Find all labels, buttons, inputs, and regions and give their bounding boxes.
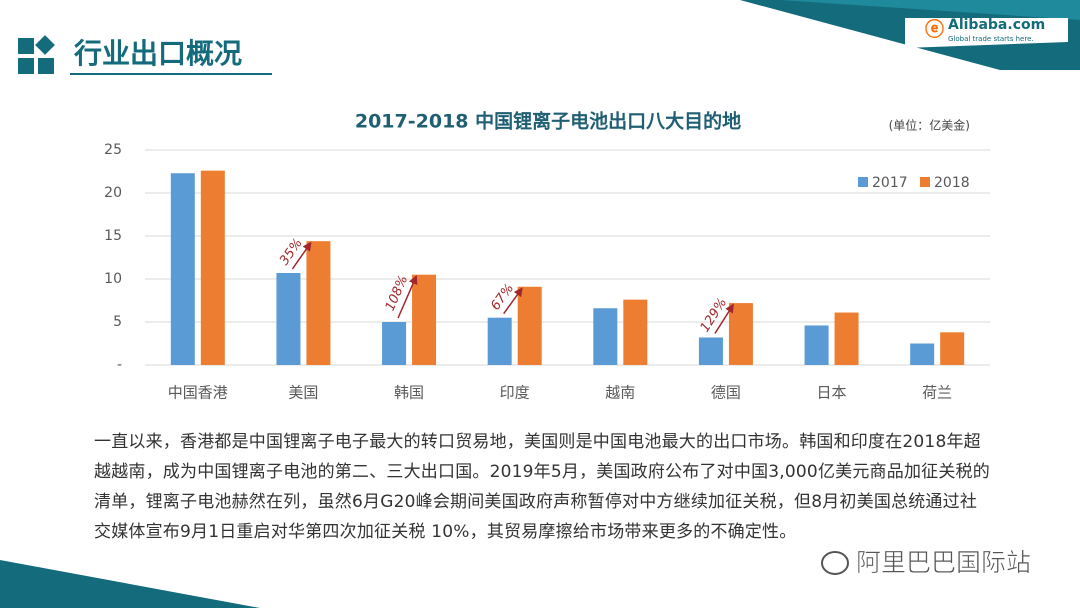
- legend-swatch: [920, 177, 930, 187]
- growth-label: 35%: [277, 236, 306, 268]
- title-icon: [18, 35, 55, 74]
- bar: [910, 343, 935, 365]
- bar: [170, 173, 195, 365]
- x-tick-label: 美国: [288, 384, 318, 402]
- bar: [382, 322, 407, 365]
- y-tick-label: -: [117, 357, 122, 373]
- bar: [698, 337, 723, 365]
- growth-arrow: [291, 241, 312, 270]
- y-tick-label: 5: [113, 314, 122, 330]
- bar: [276, 272, 301, 365]
- x-tick-label: 越南: [605, 384, 635, 402]
- corner-decoration: [780, 0, 1080, 20]
- bar: [517, 286, 542, 365]
- y-tick-label: 25: [104, 142, 122, 158]
- logo-box: [905, 18, 1068, 48]
- legend-swatch: [858, 177, 868, 187]
- bar: [804, 325, 829, 365]
- bar: [487, 317, 512, 365]
- bar: [593, 308, 618, 365]
- slide-title: 行业出口概况: [73, 37, 242, 70]
- bar: [940, 332, 965, 365]
- x-tick-label: 韩国: [394, 384, 424, 402]
- bar: [200, 170, 225, 365]
- x-tick-label: 德国: [711, 384, 741, 402]
- growth-label: 67%: [488, 281, 517, 313]
- growth-arrow: [503, 287, 523, 315]
- growth-label: 129%: [698, 296, 731, 335]
- y-tick-label: 15: [104, 228, 122, 244]
- bar: [412, 274, 437, 365]
- chart-title: 2017-2018 中国锂离子电池出口八大目的地: [355, 110, 741, 133]
- slogan: Global trade starts here.: [948, 35, 1034, 43]
- x-tick-label: 日本: [817, 384, 847, 402]
- growth-arrow: [397, 275, 418, 319]
- corner-decoration: [0, 560, 260, 608]
- y-tick-label: 10: [104, 271, 122, 287]
- x-tick-label: 中国香港: [168, 384, 228, 402]
- legend-label: 2018: [934, 175, 970, 191]
- logo-mark: ⓔ: [925, 18, 944, 41]
- legend-label: 2017: [872, 175, 908, 191]
- bar: [728, 303, 753, 365]
- paragraph: 一直以来，香港都是中国锂离子电子最大的转口贸易地，美国则是中国电池最大的出口市场…: [94, 432, 990, 542]
- logo: Alibaba.com: [948, 17, 1045, 33]
- x-tick-label: 印度: [500, 384, 530, 402]
- bar: [623, 299, 648, 365]
- bar: [306, 241, 331, 365]
- unit-label: (单位：亿美金): [889, 118, 970, 133]
- growth-arrow: [714, 303, 734, 334]
- bar: [834, 312, 859, 365]
- y-tick-label: 20: [104, 185, 122, 201]
- x-tick-label: 荷兰: [922, 384, 952, 402]
